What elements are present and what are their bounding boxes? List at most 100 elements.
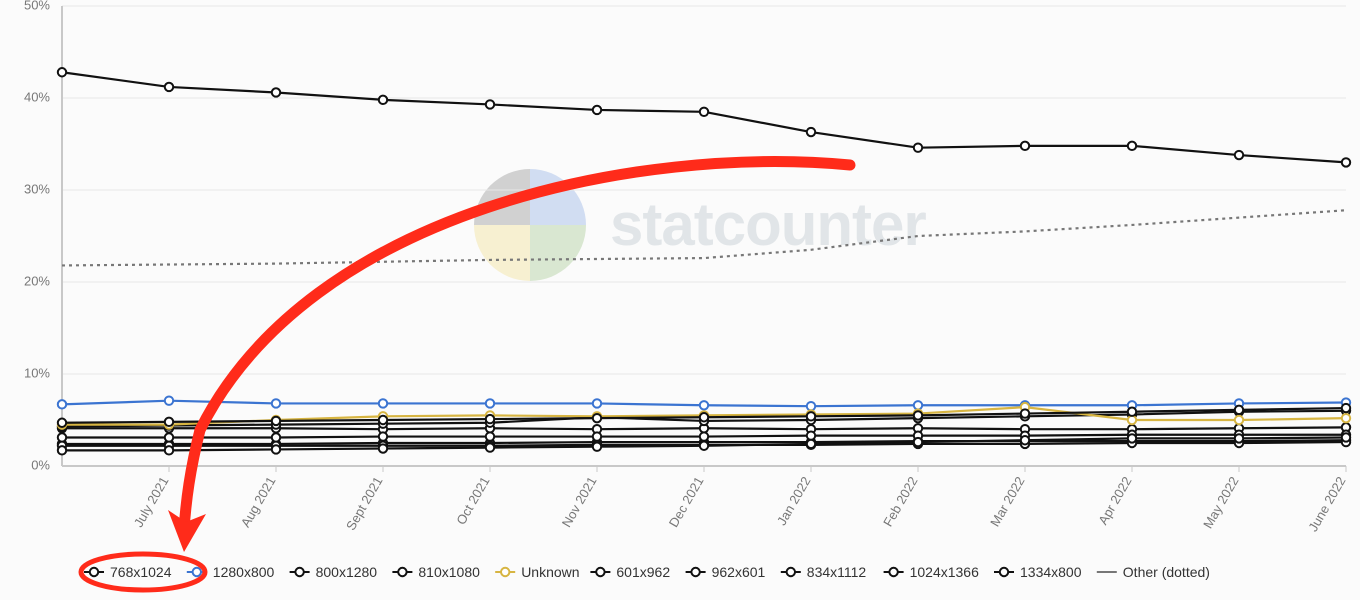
- legend-item: 1334x800: [994, 564, 1082, 580]
- series-marker: [58, 433, 66, 441]
- series-marker: [914, 438, 922, 446]
- series-marker: [700, 401, 708, 409]
- series-marker: [1342, 433, 1350, 441]
- series-marker: [1235, 151, 1243, 159]
- legend-item: Other (dotted): [1097, 564, 1210, 580]
- series-marker: [1342, 414, 1350, 422]
- legend-item: Unknown: [495, 564, 579, 580]
- series-marker: [58, 419, 66, 427]
- series-marker: [272, 399, 280, 407]
- legend-label: 1334x800: [1020, 564, 1082, 580]
- series-marker: [1235, 434, 1243, 442]
- y-tick-label: 10%: [24, 365, 50, 380]
- legend-swatch-marker: [787, 568, 795, 576]
- series-marker: [1128, 416, 1136, 424]
- series-marker: [379, 432, 387, 440]
- x-tick-label: Jan 2022: [774, 474, 814, 528]
- series-marker: [1235, 406, 1243, 414]
- x-tick-label: Feb 2022: [880, 474, 920, 529]
- series-marker: [1021, 142, 1029, 150]
- series-marker: [593, 442, 601, 450]
- x-tick-label: Aug 2021: [238, 474, 279, 530]
- y-tick-label: 50%: [24, 0, 50, 12]
- legend-item: 768x1024: [84, 564, 172, 580]
- series-marker: [1128, 434, 1136, 442]
- legend-swatch-marker: [596, 568, 604, 576]
- x-tick-label: Nov 2021: [559, 474, 600, 530]
- series-marker: [165, 418, 173, 426]
- series-marker: [700, 413, 708, 421]
- x-tick-label: May 2022: [1200, 474, 1242, 531]
- series-marker: [486, 415, 494, 423]
- x-tick-label: July 2021: [131, 474, 172, 530]
- legend-label: 810x1080: [418, 564, 480, 580]
- legend-label: 800x1280: [316, 564, 378, 580]
- legend-swatch-marker: [889, 568, 897, 576]
- series-marker: [272, 88, 280, 96]
- series-marker: [914, 401, 922, 409]
- legend-item: 1024x1366: [884, 564, 980, 580]
- series-marker: [1128, 142, 1136, 150]
- legend-item: 800x1280: [290, 564, 378, 580]
- legend-swatch-marker: [90, 568, 98, 576]
- series-marker: [379, 96, 387, 104]
- series-marker: [593, 399, 601, 407]
- series-marker: [807, 402, 815, 410]
- legend-label: 834x1112: [807, 564, 867, 580]
- x-tick-label: Dec 2021: [666, 474, 707, 530]
- legend-label: 1280x800: [213, 564, 275, 580]
- series-marker: [486, 100, 494, 108]
- series-marker: [486, 399, 494, 407]
- x-tick-label: Apr 2022: [1095, 474, 1134, 527]
- series-marker: [486, 432, 494, 440]
- legend-label: 962x601: [712, 564, 766, 580]
- series-marker: [58, 446, 66, 454]
- y-tick-label: 20%: [24, 273, 50, 288]
- series-marker: [165, 446, 173, 454]
- series-marker: [914, 411, 922, 419]
- series-marker: [700, 108, 708, 116]
- legend-label: Unknown: [521, 564, 579, 580]
- series-marker: [1342, 158, 1350, 166]
- legend-swatch-marker: [295, 568, 303, 576]
- series-marker: [1128, 408, 1136, 416]
- legend-item: 834x1112: [781, 564, 867, 580]
- legend-label: 601x962: [616, 564, 670, 580]
- legend-label: Other (dotted): [1123, 564, 1210, 580]
- x-tick-label: Oct 2021: [453, 474, 492, 527]
- series-marker: [700, 432, 708, 440]
- series-marker: [165, 83, 173, 91]
- legend-swatch-marker: [398, 568, 406, 576]
- series-marker: [379, 416, 387, 424]
- x-tick-label: Mar 2022: [987, 474, 1027, 529]
- series-marker: [1021, 436, 1029, 444]
- series-marker: [593, 414, 601, 422]
- series-marker: [58, 400, 66, 408]
- series-marker: [593, 106, 601, 114]
- legend-swatch-marker: [691, 568, 699, 576]
- series-marker: [58, 68, 66, 76]
- series-marker: [272, 445, 280, 453]
- watermark-text: statcounter: [610, 191, 926, 258]
- series-marker: [807, 412, 815, 420]
- line-chart: statcounter0%10%20%30%40%50%July 2021Aug…: [0, 0, 1360, 600]
- legend-label: 1024x1366: [910, 564, 980, 580]
- series-marker: [486, 443, 494, 451]
- series-marker: [272, 417, 280, 425]
- series-marker: [1021, 409, 1029, 417]
- series-marker: [807, 431, 815, 439]
- y-tick-label: 30%: [24, 181, 50, 196]
- series-marker: [593, 432, 601, 440]
- series-marker: [807, 128, 815, 136]
- legend-swatch-marker: [1000, 568, 1008, 576]
- x-tick-label: Sept 2021: [343, 474, 386, 533]
- series-marker: [379, 444, 387, 452]
- series-marker: [807, 440, 815, 448]
- x-tick-label: June 2022: [1305, 474, 1348, 534]
- series-marker: [914, 143, 922, 151]
- legend-item: 601x962: [590, 564, 670, 580]
- series-marker: [1342, 404, 1350, 412]
- series-marker: [379, 399, 387, 407]
- series-marker: [272, 433, 280, 441]
- legend-item: 962x601: [686, 564, 766, 580]
